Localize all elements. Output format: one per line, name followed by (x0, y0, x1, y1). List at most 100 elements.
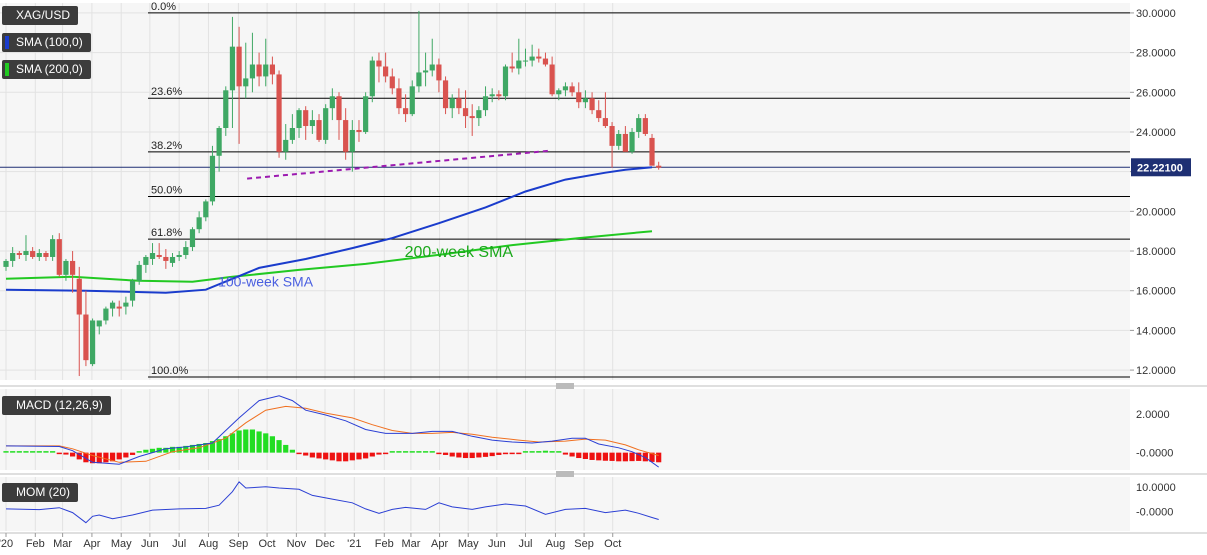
candle[interactable] (456, 88, 462, 115)
candle[interactable] (56, 233, 62, 277)
candle[interactable] (343, 108, 349, 160)
candle[interactable] (183, 241, 189, 259)
candle[interactable] (269, 56, 275, 85)
mom-legend[interactable]: MOM (20) (2, 483, 78, 502)
candle[interactable] (363, 92, 369, 134)
candle[interactable] (323, 104, 329, 144)
candle[interactable] (136, 260, 142, 285)
candle[interactable] (316, 114, 322, 142)
candle[interactable] (409, 80, 415, 117)
candle[interactable] (376, 52, 382, 83)
candle[interactable] (629, 128, 635, 154)
candle[interactable] (482, 86, 489, 117)
candle[interactable] (116, 300, 122, 317)
candle[interactable] (389, 68, 395, 95)
candle[interactable] (223, 86, 229, 136)
candle[interactable] (123, 296, 129, 315)
candle[interactable] (16, 251, 22, 259)
candle[interactable] (296, 108, 302, 138)
candle[interactable] (489, 88, 495, 103)
candle[interactable] (516, 38, 522, 75)
candle[interactable] (582, 90, 589, 109)
candle[interactable] (43, 251, 49, 261)
sma100-legend[interactable]: SMA (100,0) (2, 33, 91, 52)
candle[interactable] (556, 88, 562, 101)
candle[interactable] (256, 52, 262, 87)
candle[interactable] (422, 52, 429, 87)
candle[interactable] (549, 56, 555, 97)
candle[interactable] (70, 251, 76, 293)
candle[interactable] (462, 90, 469, 129)
candle[interactable] (309, 110, 315, 134)
candle[interactable] (642, 114, 648, 136)
candle[interactable] (429, 38, 435, 77)
candle[interactable] (236, 26, 242, 144)
candle[interactable] (542, 52, 549, 67)
candle[interactable] (103, 306, 109, 325)
candle[interactable] (602, 92, 608, 129)
candle[interactable] (403, 94, 409, 123)
candle[interactable] (276, 70, 282, 158)
candle[interactable] (229, 16, 236, 129)
sma200-legend[interactable]: SMA (200,0) (2, 60, 91, 79)
candle[interactable] (50, 235, 56, 261)
candle[interactable] (396, 78, 402, 115)
candle[interactable] (196, 211, 202, 234)
candle[interactable] (216, 126, 222, 172)
candle[interactable] (209, 145, 216, 206)
candle[interactable] (23, 235, 29, 261)
candle[interactable] (576, 82, 582, 109)
macd-legend[interactable]: MACD (12,26,9) (2, 396, 111, 415)
candle[interactable] (369, 56, 375, 103)
candle[interactable] (622, 126, 628, 152)
candle[interactable] (436, 58, 442, 93)
candle[interactable] (143, 254, 149, 273)
candle[interactable] (383, 52, 389, 83)
candle[interactable] (416, 10, 422, 93)
pane-resize-handle[interactable] (556, 383, 574, 389)
candle[interactable] (303, 106, 309, 140)
candle[interactable] (30, 247, 36, 259)
candle[interactable] (10, 247, 16, 267)
candle[interactable] (529, 44, 535, 67)
candle[interactable] (469, 104, 475, 136)
candle[interactable] (522, 48, 529, 67)
candle[interactable] (76, 266, 82, 377)
candle[interactable] (496, 90, 502, 101)
candle[interactable] (589, 92, 595, 115)
candle[interactable] (336, 92, 342, 140)
candle[interactable] (449, 94, 455, 119)
candle[interactable] (96, 320, 102, 335)
candle[interactable] (609, 122, 615, 168)
candle[interactable] (649, 133, 655, 166)
candle[interactable] (636, 114, 642, 138)
candle[interactable] (63, 258, 69, 281)
instrument-badge[interactable]: XAG/USD (2, 6, 79, 25)
candle[interactable] (616, 129, 622, 150)
candle[interactable] (249, 32, 256, 93)
candle[interactable] (189, 227, 196, 252)
candle[interactable] (569, 82, 575, 97)
candle[interactable] (149, 243, 156, 265)
candle[interactable] (349, 120, 355, 172)
candle[interactable] (3, 258, 9, 271)
candle[interactable] (502, 64, 509, 101)
candle[interactable] (442, 76, 449, 115)
candle[interactable] (83, 290, 89, 367)
candle[interactable] (476, 106, 482, 127)
candle[interactable] (169, 253, 176, 267)
candle[interactable] (283, 124, 289, 160)
candle[interactable] (562, 82, 569, 97)
candle[interactable] (536, 48, 542, 63)
candle[interactable] (129, 278, 136, 307)
candle[interactable] (329, 88, 335, 121)
candle[interactable] (356, 120, 362, 142)
candle[interactable] (156, 243, 162, 259)
candle[interactable] (163, 249, 169, 269)
candle[interactable] (89, 318, 96, 367)
candle[interactable] (509, 52, 515, 73)
candle[interactable] (109, 300, 116, 317)
candle[interactable] (243, 42, 249, 99)
candle[interactable] (203, 199, 209, 222)
